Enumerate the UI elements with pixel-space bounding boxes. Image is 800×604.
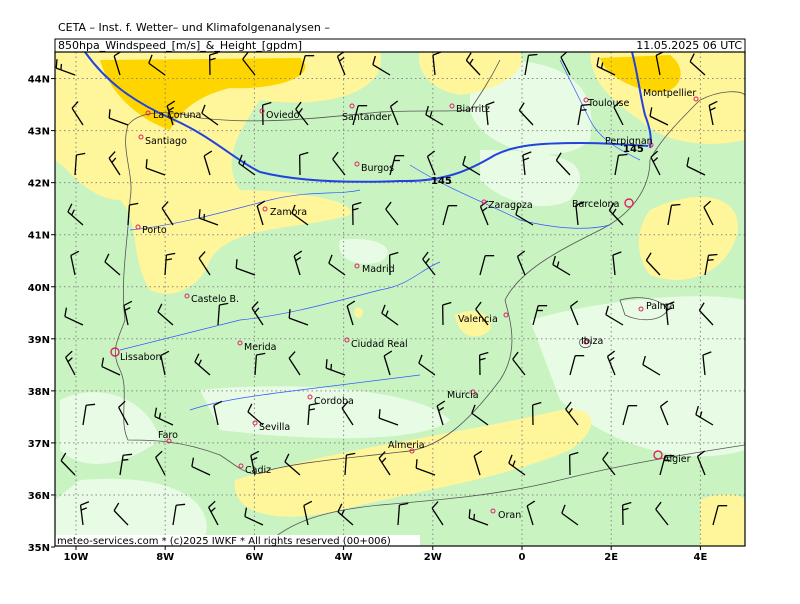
city-label: Lissabon xyxy=(120,352,162,363)
city-label: Perpignan xyxy=(605,136,653,147)
y-tick-label: 42N xyxy=(28,179,50,190)
x-tick-label: 8W xyxy=(156,552,174,563)
city-label: Zaragoza xyxy=(488,200,533,211)
city-label: Biarritz xyxy=(456,104,490,115)
city-label: Toulouse xyxy=(587,98,629,109)
x-tick-label: 4E xyxy=(694,552,708,563)
city-label: Cordoba xyxy=(314,396,354,407)
city-label: Ibiza xyxy=(581,336,603,347)
barb-flag xyxy=(146,159,147,168)
barb-flag xyxy=(56,59,57,68)
y-tick-label: 43N xyxy=(28,127,50,138)
barb-flag xyxy=(474,514,475,520)
y-tick-label: 39N xyxy=(28,335,50,346)
city-label: Zamora xyxy=(270,207,307,218)
x-tick-label: 6W xyxy=(245,552,263,563)
barb-flag xyxy=(379,409,380,418)
barb-flag xyxy=(331,364,332,370)
title-right: 11.05.2025 06 UTC xyxy=(636,39,742,52)
barb-flag xyxy=(708,260,714,261)
contour-label: 145 xyxy=(431,176,452,187)
barb-flag xyxy=(199,209,200,218)
x-tick-label: 0 xyxy=(519,552,526,563)
city-label: La Coruna xyxy=(153,110,201,121)
barb-flag xyxy=(122,460,128,461)
barb-flag xyxy=(618,155,627,156)
barb-flag xyxy=(416,459,417,468)
city-label: Barcelona xyxy=(572,199,619,210)
footer: meteo-services.com * (c)2025 IWKF * All … xyxy=(57,536,391,547)
barb-flag xyxy=(109,109,110,118)
city-label: Madrid xyxy=(362,264,395,275)
barb-flag xyxy=(236,259,237,268)
barb-flag xyxy=(204,214,205,220)
x-tick-label: 2E xyxy=(604,552,618,563)
y-tick-label: 35N xyxy=(28,543,50,554)
city-label: Almeria xyxy=(388,440,425,451)
city-label: Ciudad Real xyxy=(351,339,408,350)
title-left: 850hpa_Windspeed_[m/s]_&_Height_[gpdm] xyxy=(58,39,302,52)
city-label: Sevilla xyxy=(259,422,290,433)
y-tick-label: 41N xyxy=(28,231,50,242)
header: CETA – Inst. f. Wetter– und Klimafolgena… xyxy=(58,21,330,34)
y-tick-label: 40N xyxy=(28,283,50,294)
city-label: Oviedo xyxy=(266,110,300,121)
barb-flag xyxy=(708,255,717,256)
city-label: Murcia xyxy=(447,390,479,401)
barb-flag xyxy=(671,205,680,206)
city-label: Valencia xyxy=(458,314,498,325)
city-label: Santander xyxy=(342,112,391,123)
city-label: Burgos xyxy=(361,163,394,174)
y-tick-label: 37N xyxy=(28,439,50,450)
barb-flag xyxy=(528,55,537,56)
city-label: Porto xyxy=(142,225,167,236)
y-tick-label: 36N xyxy=(28,491,50,502)
city-label: Montpellier xyxy=(643,88,696,99)
y-tick-label: 38N xyxy=(28,387,50,398)
x-tick-label: 10W xyxy=(64,552,89,563)
city-label: Oran xyxy=(498,510,521,521)
city-label: Merida xyxy=(244,342,276,353)
city-label: Faro xyxy=(158,430,178,441)
city-label: Cadiz xyxy=(245,465,271,476)
barb-flag xyxy=(326,359,327,368)
y-tick-label: 44N xyxy=(28,75,50,86)
city-label: Algier xyxy=(663,454,691,465)
city-label: Santiago xyxy=(145,136,187,147)
x-tick-label: 2W xyxy=(424,552,442,563)
barb-flag xyxy=(581,110,587,111)
x-tick-label: 4W xyxy=(335,552,353,563)
city-label: Palma xyxy=(646,301,675,312)
barb-flag xyxy=(61,64,62,70)
city-label: Castelo B. xyxy=(191,294,239,305)
barb-flag xyxy=(289,309,290,318)
barb-flag xyxy=(469,509,470,518)
